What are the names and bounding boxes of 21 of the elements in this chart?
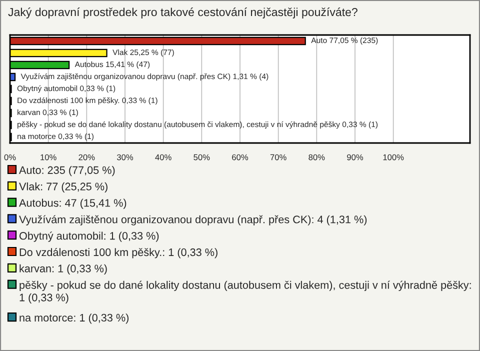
legend-label: karvan: 1 (0,33 %): [20, 264, 107, 274]
legend-label: pěšky - pokud se do dané lokality dostanu (autobusem či vlakem), cestuji v ní výhradně pěšky: 1 (0,33 %): [20, 280, 471, 304]
legend-label: na motorce: 1 (0,33 %): [20, 314, 129, 324]
x-tick-label: 70%: [270, 154, 286, 160]
x-tick-label: 60%: [232, 154, 248, 160]
x-tick-label: 50%: [194, 154, 210, 160]
legend-label: Auto: 235 (77,05 %): [19, 166, 115, 176]
x-tick-label: 40%: [155, 154, 172, 160]
legend-label: Vlak: 77 (25,25 %): [19, 182, 108, 192]
x-tick-label: 80%: [308, 154, 325, 160]
chart-title: Jaký dopravní prostředek pro takové cestování nejčastěji používáte?: [8, 8, 358, 18]
x-tick-label: 20%: [78, 154, 95, 160]
x-tick-label: 10%: [40, 154, 56, 160]
x-tick-label: 0%: [4, 154, 16, 160]
x-tick-label: 90%: [347, 154, 364, 160]
legend-label: Do vzdálenosti 100 km pěšky.: 1 (0,33 %): [20, 248, 218, 258]
x-tick-label: 100%: [383, 154, 404, 160]
x-tick-label: 30%: [116, 154, 134, 160]
legend-label: Obytný automobil: 1 (0,33 %): [20, 232, 159, 242]
legend-label: Autobus: 47 (15,41 %): [19, 198, 126, 209]
legend-label: Využívám zajištěnou organizovanou dopravu (např. přes CK): 4 (1,31 %): [19, 215, 367, 226]
